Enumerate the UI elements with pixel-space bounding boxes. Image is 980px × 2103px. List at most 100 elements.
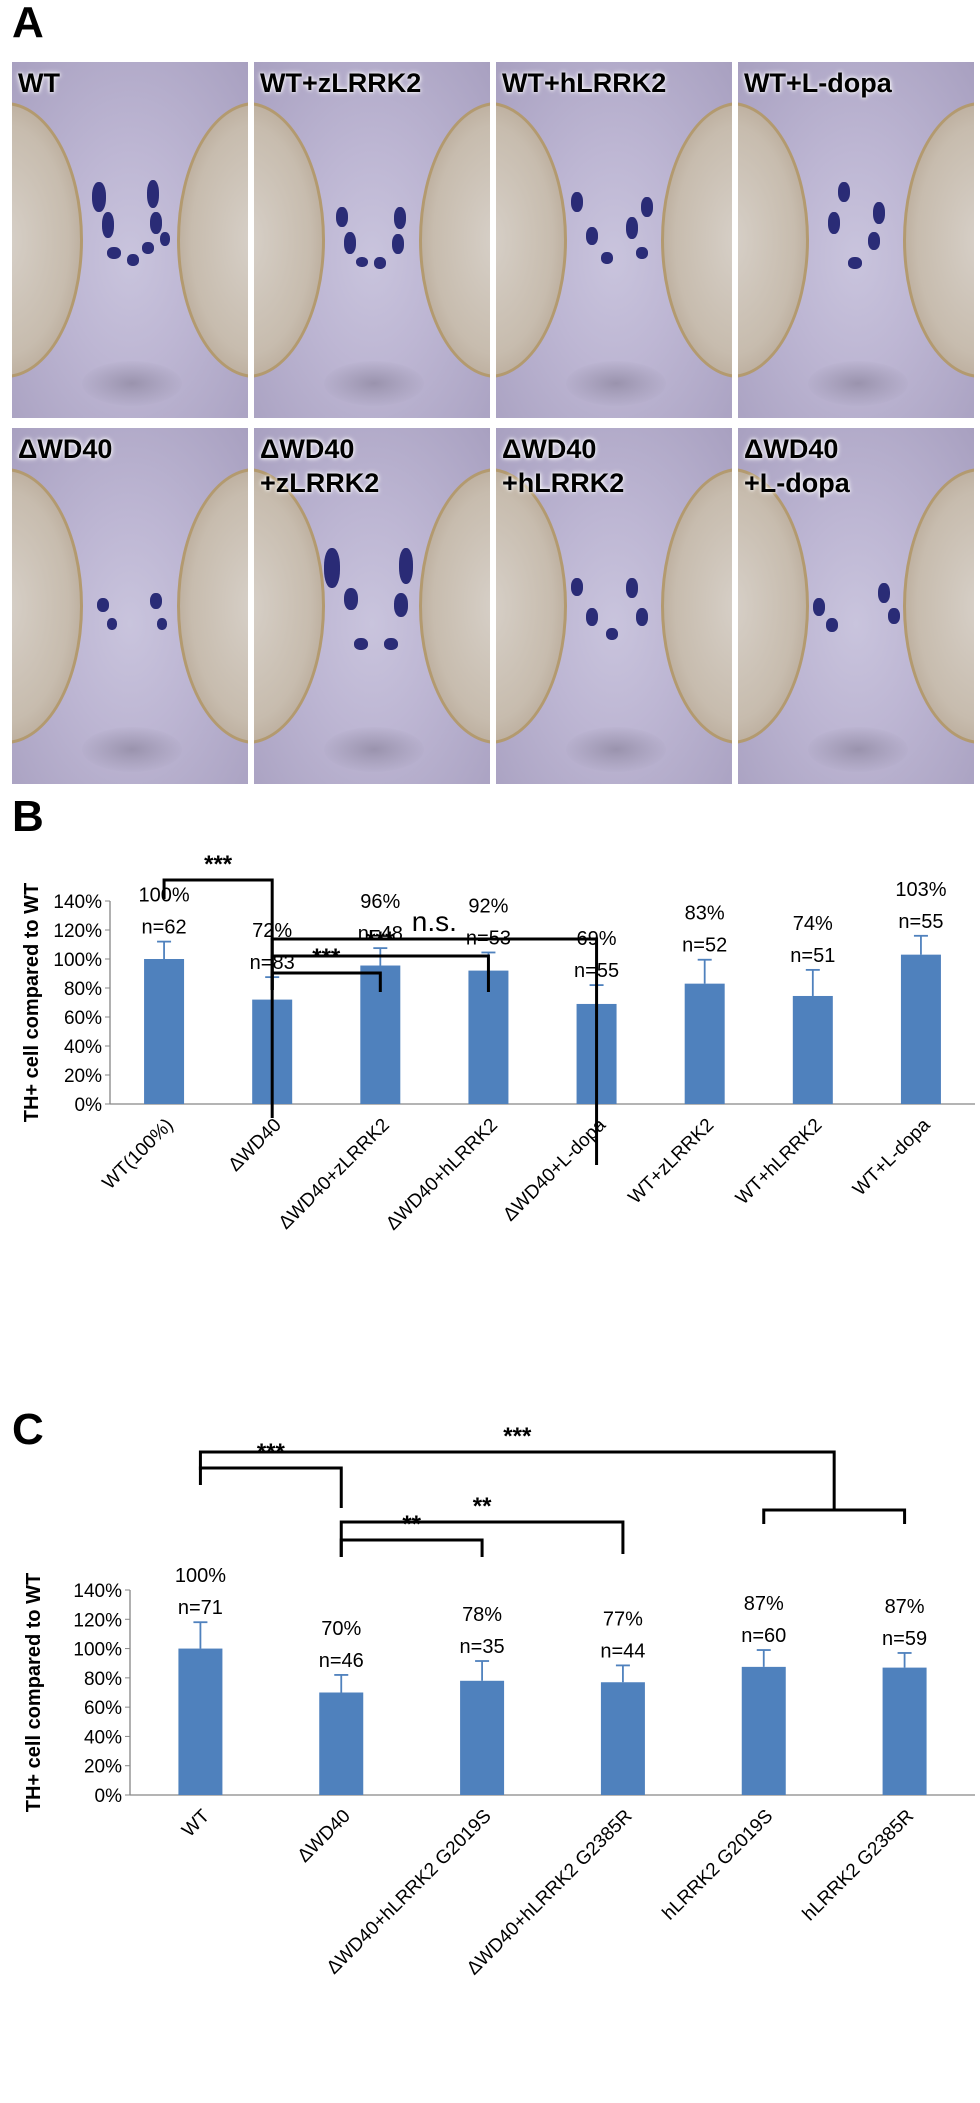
significance-bracket <box>339 1538 484 1557</box>
y-tick-label: 60% <box>84 1698 122 1719</box>
x-category-label: WT+hLRRK2 <box>732 1115 826 1209</box>
y-tick-label: 20% <box>84 1757 122 1778</box>
x-category-label: ΔWD40 <box>294 1806 355 1867</box>
yolk-region <box>566 361 666 406</box>
significance-bracket <box>198 1466 343 1508</box>
bar <box>600 1682 645 1795</box>
yolk-region <box>82 361 182 406</box>
yolk-region <box>324 361 424 406</box>
data-label-n: n=44 <box>600 1640 645 1662</box>
th-positive-cells <box>798 538 923 688</box>
y-tick-label: 0% <box>75 1095 103 1116</box>
bar <box>900 954 941 1104</box>
micrograph-tile: ΔWD40 +zLRRK2 <box>254 428 490 784</box>
data-label-n: n=51 <box>790 945 835 967</box>
th-positive-cells <box>556 172 681 322</box>
x-category-label: ΔWD40+hLRRK2 <box>382 1115 502 1235</box>
micrograph-label: ΔWD40 +L-dopa <box>744 434 850 498</box>
data-label-percent: 92% <box>468 895 508 917</box>
data-label-n: n=52 <box>682 935 727 957</box>
micrograph-tile: WT+zLRRK2 <box>254 62 490 418</box>
micrograph-grid: WT WT+zLRRK2 WT+hLRRK2 WT+L-dopa ΔWD40 ΔWD40 +… <box>12 62 976 784</box>
bar <box>684 983 725 1104</box>
x-category-label: ΔWD40+hLRRK2 G2019S <box>323 1806 496 1979</box>
x-category-label: ΔWD40+zLRRK2 <box>275 1115 394 1234</box>
micrograph-tile: WT+hLRRK2 <box>496 62 732 418</box>
data-label-percent: 77% <box>603 1608 643 1630</box>
significance-bracket <box>270 937 599 1165</box>
y-tick-label: 80% <box>64 979 102 1000</box>
bar <box>319 1692 364 1795</box>
micrograph-tile: WT <box>12 62 248 418</box>
significance-label: *** <box>503 1423 532 1450</box>
chart-b: TH+ cell compared to WT 0% 20% 40% 60% 80% 100… <box>21 851 975 1235</box>
yolk-region <box>324 727 424 772</box>
y-tick-label: 140% <box>73 1581 122 1602</box>
significance-bracket <box>339 1520 625 1557</box>
y-tick-label: 140% <box>53 892 102 913</box>
significance-bracket <box>198 1450 836 1510</box>
x-category-label: WT <box>178 1805 214 1841</box>
significance-label: ** <box>402 1511 421 1538</box>
y-tick-label: 0% <box>95 1786 123 1807</box>
yolk-region <box>566 727 666 772</box>
th-positive-cells <box>314 172 439 322</box>
data-label-percent: 87% <box>885 1596 925 1618</box>
micrograph-label: WT <box>18 68 60 98</box>
significance-label: *** <box>204 851 233 878</box>
y-tick-label: 120% <box>73 1610 122 1631</box>
x-category-label: hLRRK2 G2385R <box>799 1806 918 1925</box>
x-category-label: ΔWD40 <box>225 1115 286 1176</box>
data-label-n: n=62 <box>142 917 187 939</box>
data-label-n: n=35 <box>460 1636 505 1658</box>
micrograph-label: WT+L-dopa <box>744 68 892 98</box>
yolk-region <box>808 727 908 772</box>
micrograph-label: WT+hLRRK2 <box>502 68 667 98</box>
x-category-label: WT(100%) <box>99 1115 178 1194</box>
panel-a-letter: A <box>12 0 44 47</box>
data-label-percent: 100% <box>175 1565 226 1587</box>
y-axis-label: TH+ cell compared to WT <box>21 883 43 1122</box>
bar <box>792 995 833 1104</box>
x-category-label: WT+L-dopa <box>849 1114 935 1200</box>
bar <box>468 970 509 1104</box>
significance-label: n.s. <box>412 906 457 937</box>
y-axis-label: TH+ cell compared to WT <box>23 1573 45 1812</box>
significance-group-bracket <box>762 1508 907 1524</box>
y-tick-label: 40% <box>64 1037 102 1058</box>
micrograph-tile: WT+L-dopa <box>738 62 974 418</box>
micrograph-label: ΔWD40 +hLRRK2 <box>502 434 625 498</box>
y-tick-label: 100% <box>73 1640 122 1661</box>
yolk-region <box>82 727 182 772</box>
th-positive-cells <box>72 172 197 322</box>
significance-label: ** <box>473 1493 492 1520</box>
bar <box>882 1667 927 1795</box>
panel-b-letter: B <box>12 792 44 841</box>
micrograph-tile: ΔWD40 +L-dopa <box>738 428 974 784</box>
bar <box>144 959 185 1104</box>
y-tick-label: 100% <box>53 950 102 971</box>
y-tick-label: 120% <box>53 921 102 942</box>
data-label-percent: 96% <box>360 891 400 913</box>
chart-c: TH+ cell compared to WT 0% 20% 40% 60% 80% 100… <box>23 1423 975 1980</box>
data-label-percent: 83% <box>685 903 725 925</box>
data-label-percent: 87% <box>744 1593 784 1615</box>
data-label-n: n=55 <box>898 911 943 933</box>
data-label-n: n=59 <box>882 1628 927 1650</box>
data-label-n: n=46 <box>319 1650 364 1672</box>
x-category-label: WT+zLRRK2 <box>625 1115 719 1209</box>
significance-bracket <box>162 878 274 1118</box>
data-label-percent: 103% <box>895 879 946 901</box>
micrograph-label: ΔWD40 +zLRRK2 <box>260 434 380 498</box>
data-label-percent: 70% <box>321 1618 361 1640</box>
bar <box>460 1680 505 1795</box>
data-label-percent: 74% <box>793 913 833 935</box>
micrograph-tile: ΔWD40 <box>12 428 248 784</box>
y-tick-label: 80% <box>84 1669 122 1690</box>
micrograph-tile: ΔWD40 +hLRRK2 <box>496 428 732 784</box>
panel-c-letter: C <box>12 1405 44 1454</box>
data-label-n: n=71 <box>178 1597 223 1619</box>
th-positive-cells <box>798 172 923 322</box>
x-category-label: ΔWD40+hLRRK2 G2385R <box>463 1806 637 1980</box>
th-positive-cells <box>556 538 681 688</box>
